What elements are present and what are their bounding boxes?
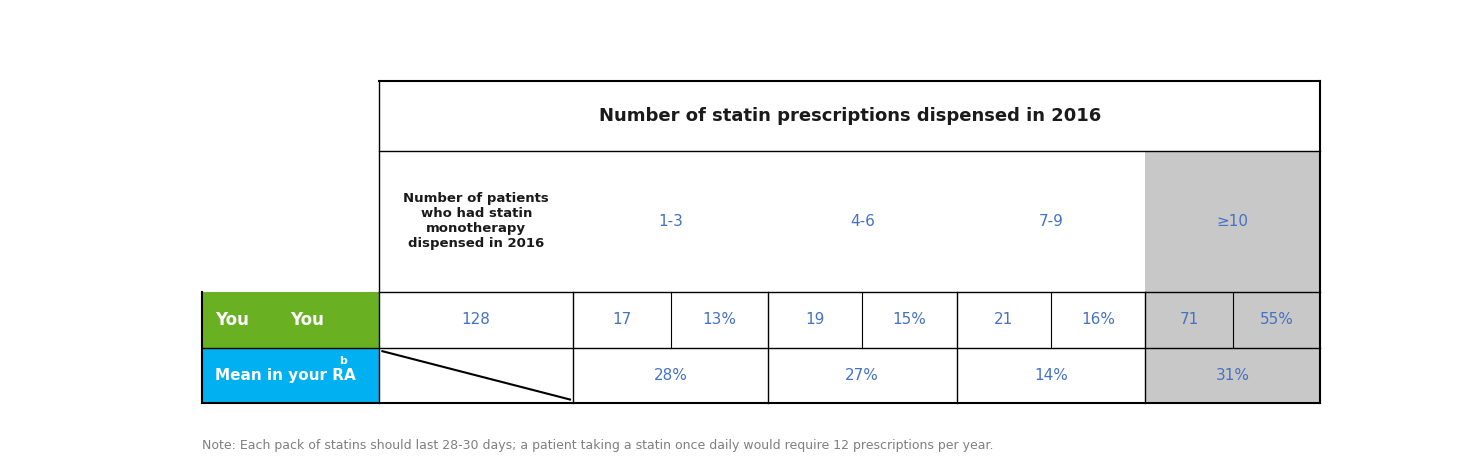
Text: 28%: 28% — [654, 368, 688, 383]
Text: 27%: 27% — [846, 368, 880, 383]
Text: Note: Each pack of statins should last 28-30 days; a patient taking a statin onc: Note: Each pack of statins should last 2… — [202, 439, 993, 452]
Bar — [202, 348, 379, 403]
Text: Number of statin prescriptions dispensed in 2016: Number of statin prescriptions dispensed… — [599, 107, 1101, 125]
Text: b: b — [339, 356, 347, 366]
Text: 19: 19 — [806, 312, 825, 327]
Bar — [202, 292, 379, 348]
Text: ≥10: ≥10 — [1216, 214, 1249, 229]
Text: 1-3: 1-3 — [658, 214, 683, 229]
Text: 21: 21 — [995, 312, 1014, 327]
Bar — [1145, 151, 1321, 292]
Bar — [1145, 292, 1321, 348]
Text: 7-9: 7-9 — [1039, 214, 1063, 229]
Text: 16%: 16% — [1082, 312, 1116, 327]
Text: 4-6: 4-6 — [850, 214, 875, 229]
Text: 128: 128 — [462, 312, 490, 327]
Bar — [379, 292, 1145, 403]
Text: 14%: 14% — [1035, 368, 1069, 383]
Text: 71: 71 — [1179, 312, 1199, 327]
Bar — [379, 151, 1321, 292]
Bar — [1145, 348, 1321, 403]
Text: 31%: 31% — [1216, 368, 1250, 383]
Text: 55%: 55% — [1259, 312, 1293, 327]
Text: You: You — [291, 311, 325, 329]
Text: Mean in your RA: Mean in your RA — [215, 368, 356, 383]
Text: You: You — [215, 311, 249, 329]
Text: 15%: 15% — [893, 312, 927, 327]
Text: 13%: 13% — [703, 312, 737, 327]
Text: Number of patients
who had statin
monotherapy
dispensed in 2016: Number of patients who had statin monoth… — [403, 193, 549, 250]
Bar — [379, 81, 1321, 151]
Text: 17: 17 — [613, 312, 632, 327]
